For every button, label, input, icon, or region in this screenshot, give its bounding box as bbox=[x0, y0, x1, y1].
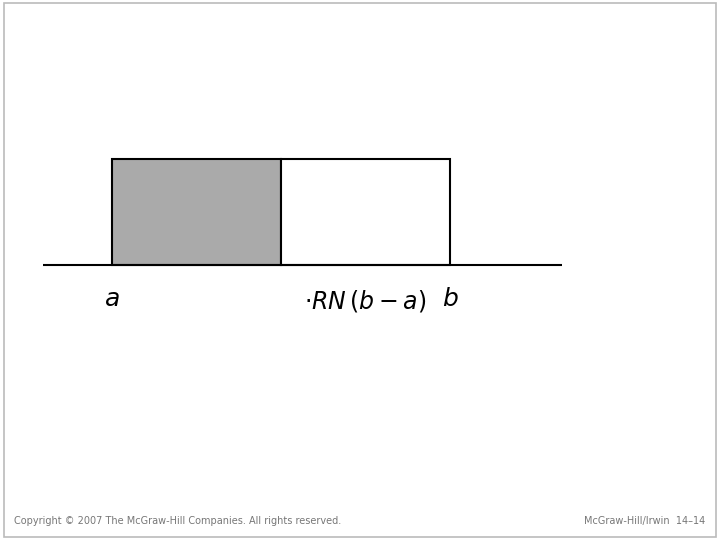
Text: Figure 14–2: Figure 14–2 bbox=[10, 15, 102, 29]
Text: McGraw-Hill/Irwin  14–14: McGraw-Hill/Irwin 14–14 bbox=[585, 516, 706, 526]
Bar bbox=[281, 159, 450, 265]
Text: Copyright © 2007 The McGraw-Hill Companies. All rights reserved.: Copyright © 2007 The McGraw-Hill Compani… bbox=[14, 516, 342, 526]
Text: $a$: $a$ bbox=[104, 288, 120, 312]
Bar bbox=[112, 159, 281, 265]
Text: Conversion of a Random Number to a Uniform Distribution: Conversion of a Random Number to a Unifo… bbox=[186, 15, 645, 29]
Text: $\cdot RN\,(b-a)$: $\cdot RN\,(b-a)$ bbox=[305, 288, 426, 314]
Text: $b$: $b$ bbox=[441, 288, 459, 312]
